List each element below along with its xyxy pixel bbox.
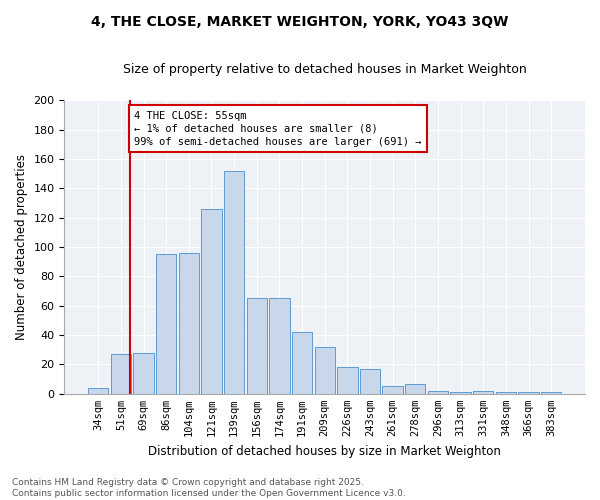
Bar: [224, 170, 244, 394]
Bar: [451, 392, 471, 394]
Bar: [111, 354, 131, 394]
Bar: [496, 392, 516, 394]
Bar: [382, 386, 403, 394]
Bar: [405, 384, 425, 394]
Title: Size of property relative to detached houses in Market Weighton: Size of property relative to detached ho…: [123, 62, 527, 76]
Bar: [247, 298, 267, 394]
Bar: [518, 392, 539, 394]
Bar: [473, 391, 493, 394]
Bar: [133, 352, 154, 394]
Bar: [428, 391, 448, 394]
Bar: [360, 369, 380, 394]
Bar: [88, 388, 109, 394]
Text: 4 THE CLOSE: 55sqm
← 1% of detached houses are smaller (8)
99% of semi-detached : 4 THE CLOSE: 55sqm ← 1% of detached hous…: [134, 110, 421, 147]
Text: 4, THE CLOSE, MARKET WEIGHTON, YORK, YO43 3QW: 4, THE CLOSE, MARKET WEIGHTON, YORK, YO4…: [91, 15, 509, 29]
Bar: [156, 254, 176, 394]
Y-axis label: Number of detached properties: Number of detached properties: [15, 154, 28, 340]
Bar: [179, 253, 199, 394]
Bar: [201, 209, 221, 394]
Bar: [541, 392, 562, 394]
Bar: [292, 332, 312, 394]
Bar: [337, 368, 358, 394]
X-axis label: Distribution of detached houses by size in Market Weighton: Distribution of detached houses by size …: [148, 444, 501, 458]
Bar: [314, 347, 335, 394]
Text: Contains HM Land Registry data © Crown copyright and database right 2025.
Contai: Contains HM Land Registry data © Crown c…: [12, 478, 406, 498]
Bar: [269, 298, 290, 394]
